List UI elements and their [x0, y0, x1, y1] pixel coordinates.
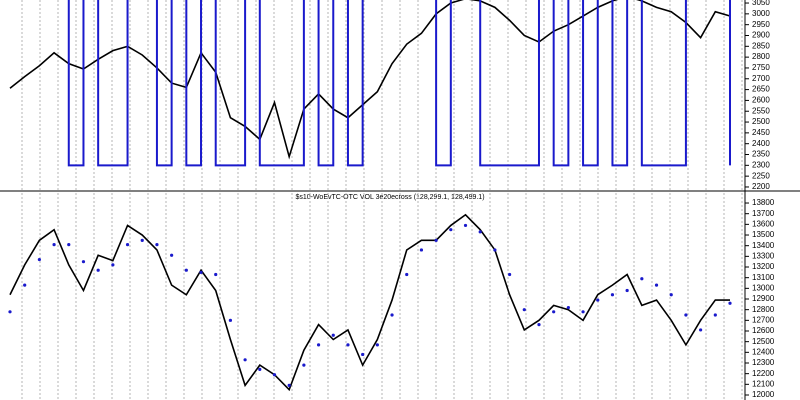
- data-point: [155, 243, 159, 247]
- y-tick-label: 12000: [752, 390, 775, 399]
- data-point: [375, 343, 379, 347]
- y-tick-label: 12900: [752, 294, 775, 303]
- y-tick-label: 2750: [752, 63, 770, 72]
- data-point: [23, 283, 27, 287]
- y-tick-label: 3000: [752, 9, 770, 18]
- y-tick-label: 13100: [752, 273, 775, 282]
- data-point: [699, 328, 703, 332]
- data-point: [258, 367, 262, 371]
- y-tick-label: 13700: [752, 209, 775, 218]
- data-point: [331, 333, 335, 337]
- data-point: [552, 310, 556, 314]
- y-tick-label: 13200: [752, 262, 775, 271]
- data-point: [390, 313, 394, 317]
- data-point: [287, 383, 291, 387]
- y-tick-label: 12100: [752, 379, 775, 388]
- data-point: [625, 288, 629, 293]
- data-point: [463, 223, 468, 228]
- y-tick-label: 2900: [752, 31, 770, 40]
- data-point: [493, 248, 497, 252]
- data-point: [67, 243, 71, 247]
- y-tick-label: 2950: [752, 20, 770, 29]
- y-tick-label: 12600: [752, 326, 775, 335]
- data-point: [81, 260, 86, 264]
- y-tick-label: 13000: [752, 283, 775, 292]
- y-tick-label: 2450: [752, 128, 770, 137]
- data-point: [140, 238, 144, 242]
- y-tick-label: 12800: [752, 305, 775, 314]
- y-tick-label: 2400: [752, 139, 770, 148]
- y-tick-label: 2600: [752, 96, 770, 105]
- y-tick-label: 2850: [752, 41, 770, 50]
- y-tick-label: 13500: [752, 230, 775, 239]
- data-point: [214, 272, 218, 277]
- data-point: [272, 373, 277, 377]
- data-point: [96, 268, 100, 272]
- data-point: [684, 313, 688, 317]
- data-point: [640, 277, 644, 281]
- y-tick-label: 2500: [752, 117, 770, 126]
- y-tick-label: 2250: [752, 171, 770, 180]
- y-tick-label: 13800: [752, 198, 775, 207]
- y-tick-label: 2800: [752, 52, 770, 61]
- data-point: [610, 293, 615, 297]
- data-point: [316, 343, 321, 347]
- data-point: [449, 228, 453, 232]
- data-point: [111, 263, 115, 267]
- data-point: [566, 305, 570, 310]
- data-point: [596, 298, 600, 302]
- data-point: [52, 243, 56, 247]
- data-point: [361, 352, 365, 357]
- data-point: [199, 270, 203, 274]
- data-point: [478, 230, 482, 234]
- plot-area: [8, 213, 732, 392]
- data-point: [228, 318, 233, 322]
- data-point: [8, 310, 12, 314]
- data-point: [184, 268, 188, 272]
- plot-area: [9, 0, 731, 167]
- y-tick-label: 2700: [752, 74, 770, 83]
- data-point: [713, 313, 717, 317]
- y-tick-label: 3050: [752, 0, 770, 7]
- data-point: [434, 238, 438, 242]
- series-line: [9, 213, 730, 392]
- series-line: [67, 0, 731, 167]
- series-line: [9, 0, 731, 160]
- data-point: [302, 363, 306, 367]
- data-point: [654, 283, 659, 287]
- data-point: [581, 310, 585, 314]
- data-point: [728, 301, 732, 305]
- data-point: [669, 293, 673, 297]
- data-point: [170, 253, 174, 257]
- data-point: [507, 272, 512, 277]
- y-tick-label: 2550: [752, 106, 770, 115]
- y-tick-label: 12500: [752, 337, 775, 346]
- data-point: [419, 248, 424, 252]
- y-tick-label: 12300: [752, 358, 775, 367]
- data-point: [346, 343, 350, 347]
- y-tick-label: 13300: [752, 251, 775, 260]
- data-point: [537, 323, 541, 327]
- y-tick-label: 13400: [752, 241, 775, 250]
- data-point: [405, 272, 409, 277]
- data-point: [125, 243, 130, 247]
- y-tick-label: 2200: [752, 182, 770, 191]
- y-tick-label: 2350: [752, 150, 770, 159]
- y-tick-label: 12700: [752, 315, 775, 324]
- panel-title: $s10-WoEvTC-OTC VOL 3e20ecross (128,299.…: [295, 194, 484, 201]
- data-point: [243, 358, 247, 362]
- y-tick-label: 2300: [752, 160, 770, 169]
- y-tick-label: 12200: [752, 369, 775, 378]
- data-point: [37, 257, 41, 262]
- y-tick-label: 2650: [752, 85, 770, 94]
- y-tick-label: 12400: [752, 347, 775, 356]
- y-tick-label: 13600: [752, 219, 775, 228]
- data-point: [522, 308, 526, 312]
